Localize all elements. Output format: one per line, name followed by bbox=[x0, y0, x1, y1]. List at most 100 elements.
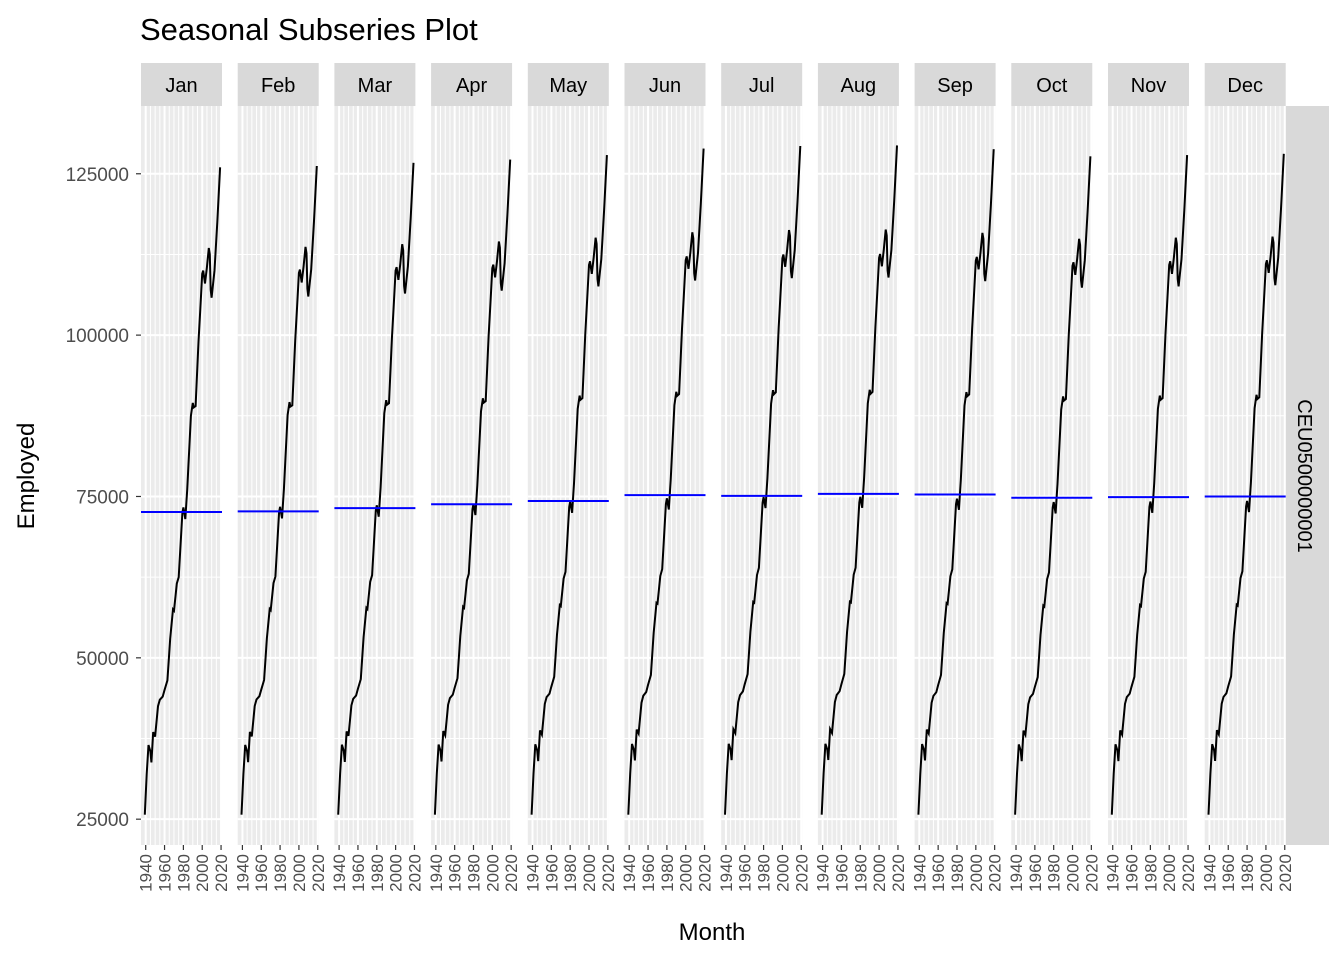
x-tick-label: 1960 bbox=[832, 854, 851, 892]
x-tick-label: 2020 bbox=[696, 854, 715, 892]
x-tick-label: 2000 bbox=[870, 854, 889, 892]
facet-panel-jun: Jun 1940 1960 1980 2000 2020 bbox=[620, 63, 715, 892]
facet-strip bbox=[237, 63, 319, 106]
facet-panel-feb: Feb 1940 1960 1980 2000 2020 bbox=[233, 63, 328, 892]
x-tick-label: 2020 bbox=[309, 854, 328, 892]
x-tick-label: 1940 bbox=[717, 854, 736, 892]
facet-strip bbox=[141, 63, 222, 106]
panel-background bbox=[1108, 106, 1189, 845]
x-tick-label: 1960 bbox=[446, 854, 465, 892]
x-axis-title: Month bbox=[679, 919, 746, 946]
x-tick-label: 2020 bbox=[212, 854, 231, 892]
panel-background bbox=[141, 106, 222, 845]
facet-strip bbox=[624, 63, 706, 106]
facet-strip-label: Feb bbox=[261, 75, 295, 97]
y-tick-label: 100000 bbox=[66, 326, 129, 347]
x-tick-label: 1980 bbox=[1141, 854, 1160, 892]
y-tick-label: 75000 bbox=[76, 487, 129, 508]
x-tick-label: 1960 bbox=[929, 854, 948, 892]
x-tick-label: 1960 bbox=[349, 854, 368, 892]
panel-background bbox=[914, 106, 996, 845]
series-line bbox=[1014, 156, 1092, 815]
x-tick-label: 2000 bbox=[580, 854, 599, 892]
x-tick-label: 2020 bbox=[502, 854, 521, 892]
facet-panel-apr: Apr 1940 1960 1980 2000 2020 bbox=[427, 63, 521, 892]
facet-strip-label: Jul bbox=[749, 75, 775, 97]
facet-strip bbox=[721, 63, 803, 106]
series-line bbox=[1110, 155, 1189, 815]
x-tick-label: 1940 bbox=[524, 854, 543, 892]
series-line bbox=[627, 148, 705, 815]
panel-background bbox=[817, 106, 899, 845]
x-tick-label: 1940 bbox=[1200, 854, 1219, 892]
x-tick-label: 2000 bbox=[1064, 854, 1083, 892]
x-tick-label: 2020 bbox=[406, 854, 425, 892]
panel-background bbox=[237, 106, 319, 845]
facet-strip bbox=[1108, 63, 1189, 106]
facet-strip-label: Dec bbox=[1227, 75, 1263, 97]
panel-background bbox=[431, 106, 513, 845]
y-axis: 25000 50000 75000 100000 125000 bbox=[66, 165, 141, 831]
x-tick-label: 2020 bbox=[599, 854, 618, 892]
panel-background bbox=[721, 106, 803, 845]
facet-strip-label: May bbox=[549, 75, 587, 97]
facet-panel-mar: Mar 1940 1960 1980 2000 2020 bbox=[330, 63, 425, 892]
facet-strip bbox=[1011, 63, 1093, 106]
x-tick-label: 2020 bbox=[986, 854, 1005, 892]
x-tick-label: 1980 bbox=[561, 854, 580, 892]
x-tick-label: 1940 bbox=[137, 854, 156, 892]
y-axis-title: Employed bbox=[13, 423, 40, 530]
facet-strip bbox=[334, 63, 416, 106]
facet-strip-label: Nov bbox=[1131, 75, 1167, 97]
x-tick-label: 1960 bbox=[1123, 854, 1142, 892]
x-tick-label: 1940 bbox=[620, 854, 639, 892]
x-tick-label: 1940 bbox=[1007, 854, 1026, 892]
x-tick-label: 1980 bbox=[271, 854, 290, 892]
x-tick-label: 1980 bbox=[174, 854, 193, 892]
x-tick-label: 1940 bbox=[1104, 854, 1123, 892]
y-tick-label: 125000 bbox=[66, 165, 129, 186]
x-tick-label: 2000 bbox=[773, 854, 792, 892]
x-tick-label: 1960 bbox=[542, 854, 561, 892]
x-tick-label: 2000 bbox=[677, 854, 696, 892]
x-tick-label: 1980 bbox=[755, 854, 774, 892]
facet-strip bbox=[817, 63, 899, 106]
series-line bbox=[337, 162, 415, 815]
facet-panel-oct: Oct 1940 1960 1980 2000 2020 bbox=[1007, 63, 1101, 892]
x-tick-label: 1960 bbox=[1026, 854, 1045, 892]
facet-strip-label: Oct bbox=[1036, 75, 1068, 97]
y-tick-label: 25000 bbox=[76, 810, 129, 831]
series-line bbox=[724, 145, 802, 815]
facet-strip-label: Mar bbox=[358, 75, 393, 97]
facet-panel-jul: Jul 1940 1960 1980 2000 2020 bbox=[717, 63, 811, 892]
x-tick-label: 1940 bbox=[233, 854, 252, 892]
panel-background bbox=[624, 106, 706, 845]
x-tick-label: 1960 bbox=[1219, 854, 1238, 892]
x-tick-label: 2000 bbox=[387, 854, 406, 892]
x-tick-label: 1980 bbox=[658, 854, 677, 892]
panel-background bbox=[1011, 106, 1093, 845]
x-tick-label: 1960 bbox=[156, 854, 175, 892]
x-tick-label: 2020 bbox=[889, 854, 908, 892]
x-tick-label: 1980 bbox=[948, 854, 967, 892]
facet-strip-label: Aug bbox=[841, 75, 877, 97]
x-tick-label: 1960 bbox=[736, 854, 755, 892]
x-tick-label: 1940 bbox=[814, 854, 833, 892]
facet-strip-label: Jun bbox=[649, 75, 681, 97]
x-tick-label: 1940 bbox=[330, 854, 349, 892]
facet-strip bbox=[914, 63, 996, 106]
series-line bbox=[530, 155, 608, 815]
x-tick-label: 2000 bbox=[193, 854, 212, 892]
series-line bbox=[1207, 153, 1285, 815]
chart-title: Seasonal Subseries Plot bbox=[140, 12, 478, 47]
panel-background bbox=[334, 106, 416, 845]
series-line bbox=[143, 167, 222, 815]
panel-background bbox=[527, 106, 609, 845]
x-tick-label: 2000 bbox=[1257, 854, 1276, 892]
facet-panel-jan: Jan 1940 1960 1980 2000 2020 bbox=[137, 63, 231, 892]
series-line bbox=[433, 159, 512, 815]
x-tick-label: 2000 bbox=[483, 854, 502, 892]
x-tick-label: 2000 bbox=[967, 854, 986, 892]
